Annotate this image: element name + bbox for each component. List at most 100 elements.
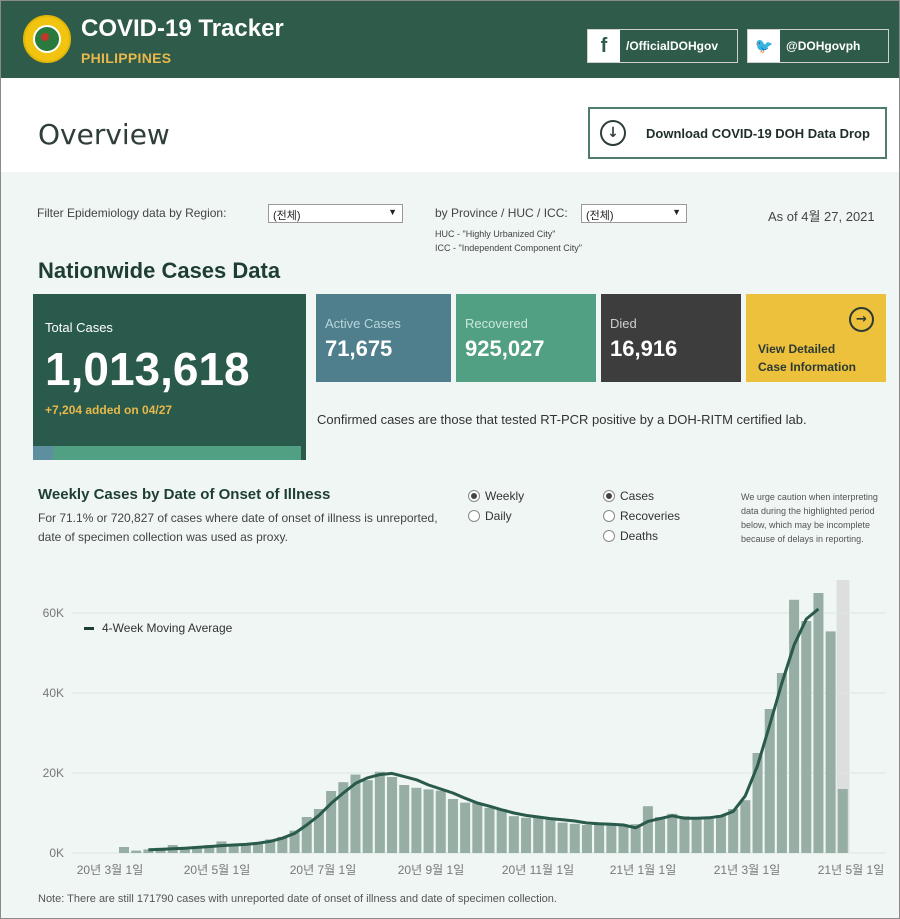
bar: [179, 847, 190, 853]
bar: [581, 825, 592, 853]
bar: [374, 771, 385, 853]
total-cases-label: Total Cases: [45, 320, 113, 335]
bar: [289, 830, 300, 853]
bar: [533, 817, 544, 853]
total-cases-value: 1,013,618: [45, 343, 250, 395]
radio-daily[interactable]: Daily: [468, 509, 512, 523]
bar: [228, 845, 239, 853]
app-title: COVID-19 Tracker: [81, 15, 284, 42]
highlight-band: [836, 580, 850, 853]
radio-recoveries[interactable]: Recoveries: [603, 509, 680, 523]
radio-unselected-icon: [603, 530, 615, 542]
download-data-drop-button[interactable]: ↓ Download COVID-19 DOH Data Drop: [588, 107, 887, 159]
total-cases-card: Total Cases 1,013,618 +7,204 added on 04…: [33, 294, 306, 460]
bar: [253, 843, 264, 853]
x-tick-label: 20년 11월 1일: [502, 863, 574, 877]
twitter-icon: 🐦: [748, 30, 780, 62]
radio-weekly[interactable]: Weekly: [468, 489, 524, 503]
nationwide-title: Nationwide Cases Data: [38, 258, 281, 283]
bar: [484, 807, 495, 853]
total-split-bar-active: [33, 446, 53, 460]
bar: [460, 802, 471, 853]
added-cases: +7,204 added on 04/27: [45, 403, 173, 417]
active-cases-value: 71,675: [325, 336, 393, 361]
bar: [338, 782, 349, 853]
province-select[interactable]: (전체) ▼: [581, 204, 687, 223]
twitter-link[interactable]: 🐦 @DOHgovph: [747, 29, 889, 63]
arrow-right-icon: →: [849, 307, 874, 332]
recovered-value: 925,027: [465, 336, 545, 361]
bar: [423, 789, 434, 853]
bar: [789, 599, 800, 853]
caution-note: We urge caution when interpreting data d…: [741, 492, 878, 544]
bar: [691, 819, 702, 853]
bar: [825, 631, 836, 853]
x-tick-label: 20년 7월 1일: [290, 863, 356, 877]
region-select[interactable]: (전체) ▼: [268, 204, 403, 223]
bar: [399, 785, 410, 853]
bar: [594, 824, 605, 853]
bar: [655, 817, 666, 853]
died-label: Died: [610, 316, 637, 331]
province-filter-label: by Province / HUC / ICC:: [435, 206, 568, 220]
weekly-description: For 71.1% or 720,827 of cases where date…: [38, 511, 438, 544]
bar: [240, 844, 251, 853]
doh-logo: [23, 15, 71, 63]
bar: [752, 753, 763, 853]
bar: [387, 777, 398, 853]
died-value: 16,916: [610, 336, 678, 361]
legend-line-swatch: [84, 626, 94, 630]
bar: [630, 824, 641, 853]
radio-selected-icon: [468, 490, 480, 502]
bar: [131, 850, 142, 853]
bar: [557, 822, 568, 853]
x-tick-label: 20년 3월 1일: [77, 863, 143, 877]
bar: [143, 849, 154, 853]
bar: [715, 815, 726, 853]
bar: [447, 799, 458, 853]
total-split-bar-recovered: [53, 446, 301, 460]
radio-cases-label: Cases: [620, 489, 655, 503]
bar: [192, 846, 203, 853]
radio-deaths-label: Deaths: [620, 529, 659, 543]
bar: [411, 787, 422, 853]
chevron-down-icon: ▼: [388, 207, 397, 217]
bar: [216, 841, 227, 853]
chevron-down-icon: ▼: [672, 207, 681, 217]
bar: [545, 818, 556, 853]
download-icon: ↓: [600, 120, 626, 146]
bar: [569, 823, 580, 853]
bar: [728, 809, 739, 853]
bar: [606, 825, 617, 853]
y-tick-label: 0K: [49, 846, 64, 860]
x-tick-label: 20년 5월 1일: [184, 863, 250, 877]
x-tick-label: 20년 9월 1일: [398, 863, 464, 877]
radio-recoveries-label: Recoveries: [620, 509, 681, 523]
moving-average-line: [148, 607, 820, 852]
bar: [801, 621, 812, 853]
region-select-value: (전체): [273, 210, 301, 222]
radio-deaths[interactable]: Deaths: [603, 529, 658, 543]
y-tick-label: 60K: [43, 606, 64, 620]
facebook-link[interactable]: f /OfficialDOHgov: [587, 29, 738, 63]
bar: [472, 803, 483, 853]
view-detailed-case-button[interactable]: → View Detailed Case Information: [746, 294, 886, 382]
radio-cases[interactable]: Cases: [603, 489, 654, 503]
bar: [362, 780, 373, 853]
radio-weekly-label: Weekly: [485, 489, 525, 503]
bar: [618, 825, 629, 853]
radio-selected-icon: [603, 490, 615, 502]
bar: [301, 817, 312, 853]
active-cases-label: Active Cases: [325, 316, 401, 331]
weekly-chart-title: Weekly Cases by Date of Onset of Illness: [38, 486, 331, 503]
bar: [496, 809, 507, 853]
bar: [435, 790, 446, 853]
bar: [119, 847, 129, 853]
huc-note: HUC - "Highly Urbanized City": [435, 229, 556, 239]
facebook-label: /OfficialDOHgov: [626, 39, 719, 53]
facebook-icon: f: [588, 30, 620, 62]
radio-unselected-icon: [468, 510, 480, 522]
chart-footnote: Note: There are still 171790 cases with …: [38, 893, 557, 905]
as-of-date: As of 4월 27, 2021: [768, 209, 875, 224]
bar: [813, 593, 824, 853]
